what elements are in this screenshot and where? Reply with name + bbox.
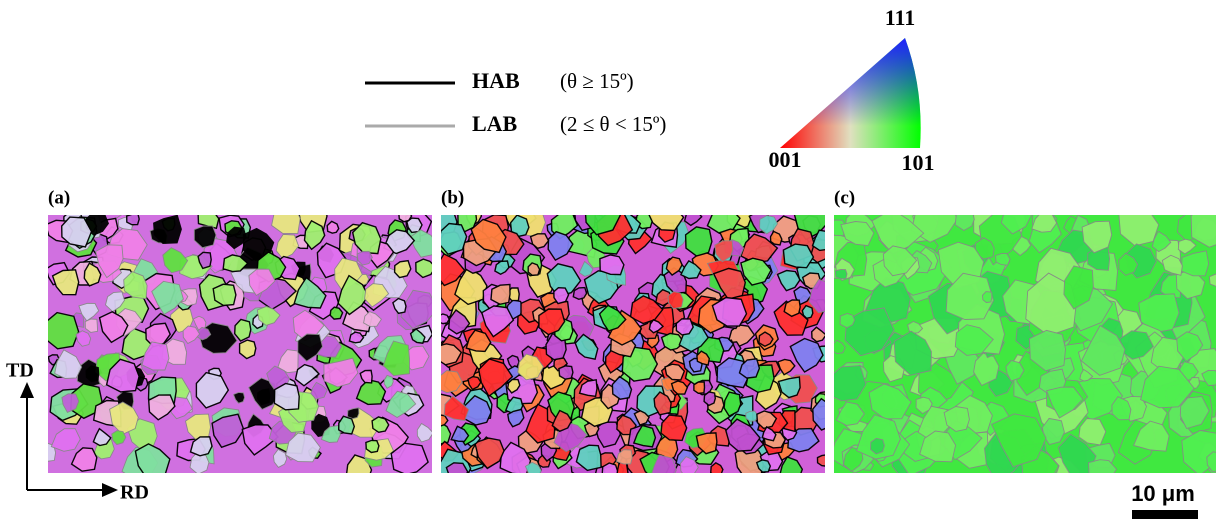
legend-label: HAB xyxy=(472,68,520,93)
grain xyxy=(676,319,693,335)
grain xyxy=(559,366,573,379)
grain xyxy=(602,463,617,479)
axis-label: TD xyxy=(6,360,34,382)
grain xyxy=(704,392,715,406)
grain xyxy=(686,227,712,256)
scale-bar xyxy=(1132,510,1198,519)
grain xyxy=(784,300,800,316)
grain xyxy=(573,288,586,300)
scale-label: 10 μm xyxy=(1131,481,1195,506)
grain xyxy=(871,438,885,454)
grain xyxy=(983,292,992,303)
legend-range: (θ ≥ 15º) xyxy=(560,69,634,93)
axis-label: RD xyxy=(120,482,149,504)
figure: HAB (θ ≥ 15º) LAB (2 ≤ θ < 15º) 111 001 … xyxy=(0,0,1216,519)
ebsd-map xyxy=(39,201,438,481)
grain xyxy=(835,270,847,279)
grain xyxy=(399,211,412,222)
grain xyxy=(783,244,813,268)
panel-label: (c) xyxy=(834,187,855,208)
ebsd-map xyxy=(428,195,838,485)
ipf-blue xyxy=(780,38,921,148)
grain xyxy=(600,255,624,275)
grain xyxy=(86,366,98,382)
panel-label: (a) xyxy=(48,187,70,208)
grain xyxy=(694,382,705,393)
grain xyxy=(416,259,436,277)
grain xyxy=(1209,274,1216,286)
grain xyxy=(802,306,813,319)
grain xyxy=(661,415,687,440)
panel-label: (b) xyxy=(441,187,464,208)
maps xyxy=(39,185,1216,490)
ipf-label: 111 xyxy=(885,5,916,30)
arrow-head xyxy=(102,483,118,497)
grain xyxy=(127,213,140,224)
grain xyxy=(198,206,219,228)
grain xyxy=(818,455,829,467)
ebsd-map xyxy=(811,185,1216,490)
legend-label: LAB xyxy=(472,111,518,136)
grain xyxy=(339,416,355,434)
grain xyxy=(235,319,251,341)
legend-range: (2 ≤ θ < 15º) xyxy=(560,112,666,136)
grain xyxy=(491,285,510,305)
ipf-label: 101 xyxy=(902,150,935,175)
arrow-head xyxy=(20,382,34,398)
grain xyxy=(528,263,539,275)
grain xyxy=(554,288,569,304)
grain xyxy=(274,384,299,410)
grain xyxy=(438,314,450,324)
ipf-label: 001 xyxy=(769,147,802,172)
grain xyxy=(258,389,270,404)
grain xyxy=(366,440,379,452)
grain xyxy=(446,463,468,483)
